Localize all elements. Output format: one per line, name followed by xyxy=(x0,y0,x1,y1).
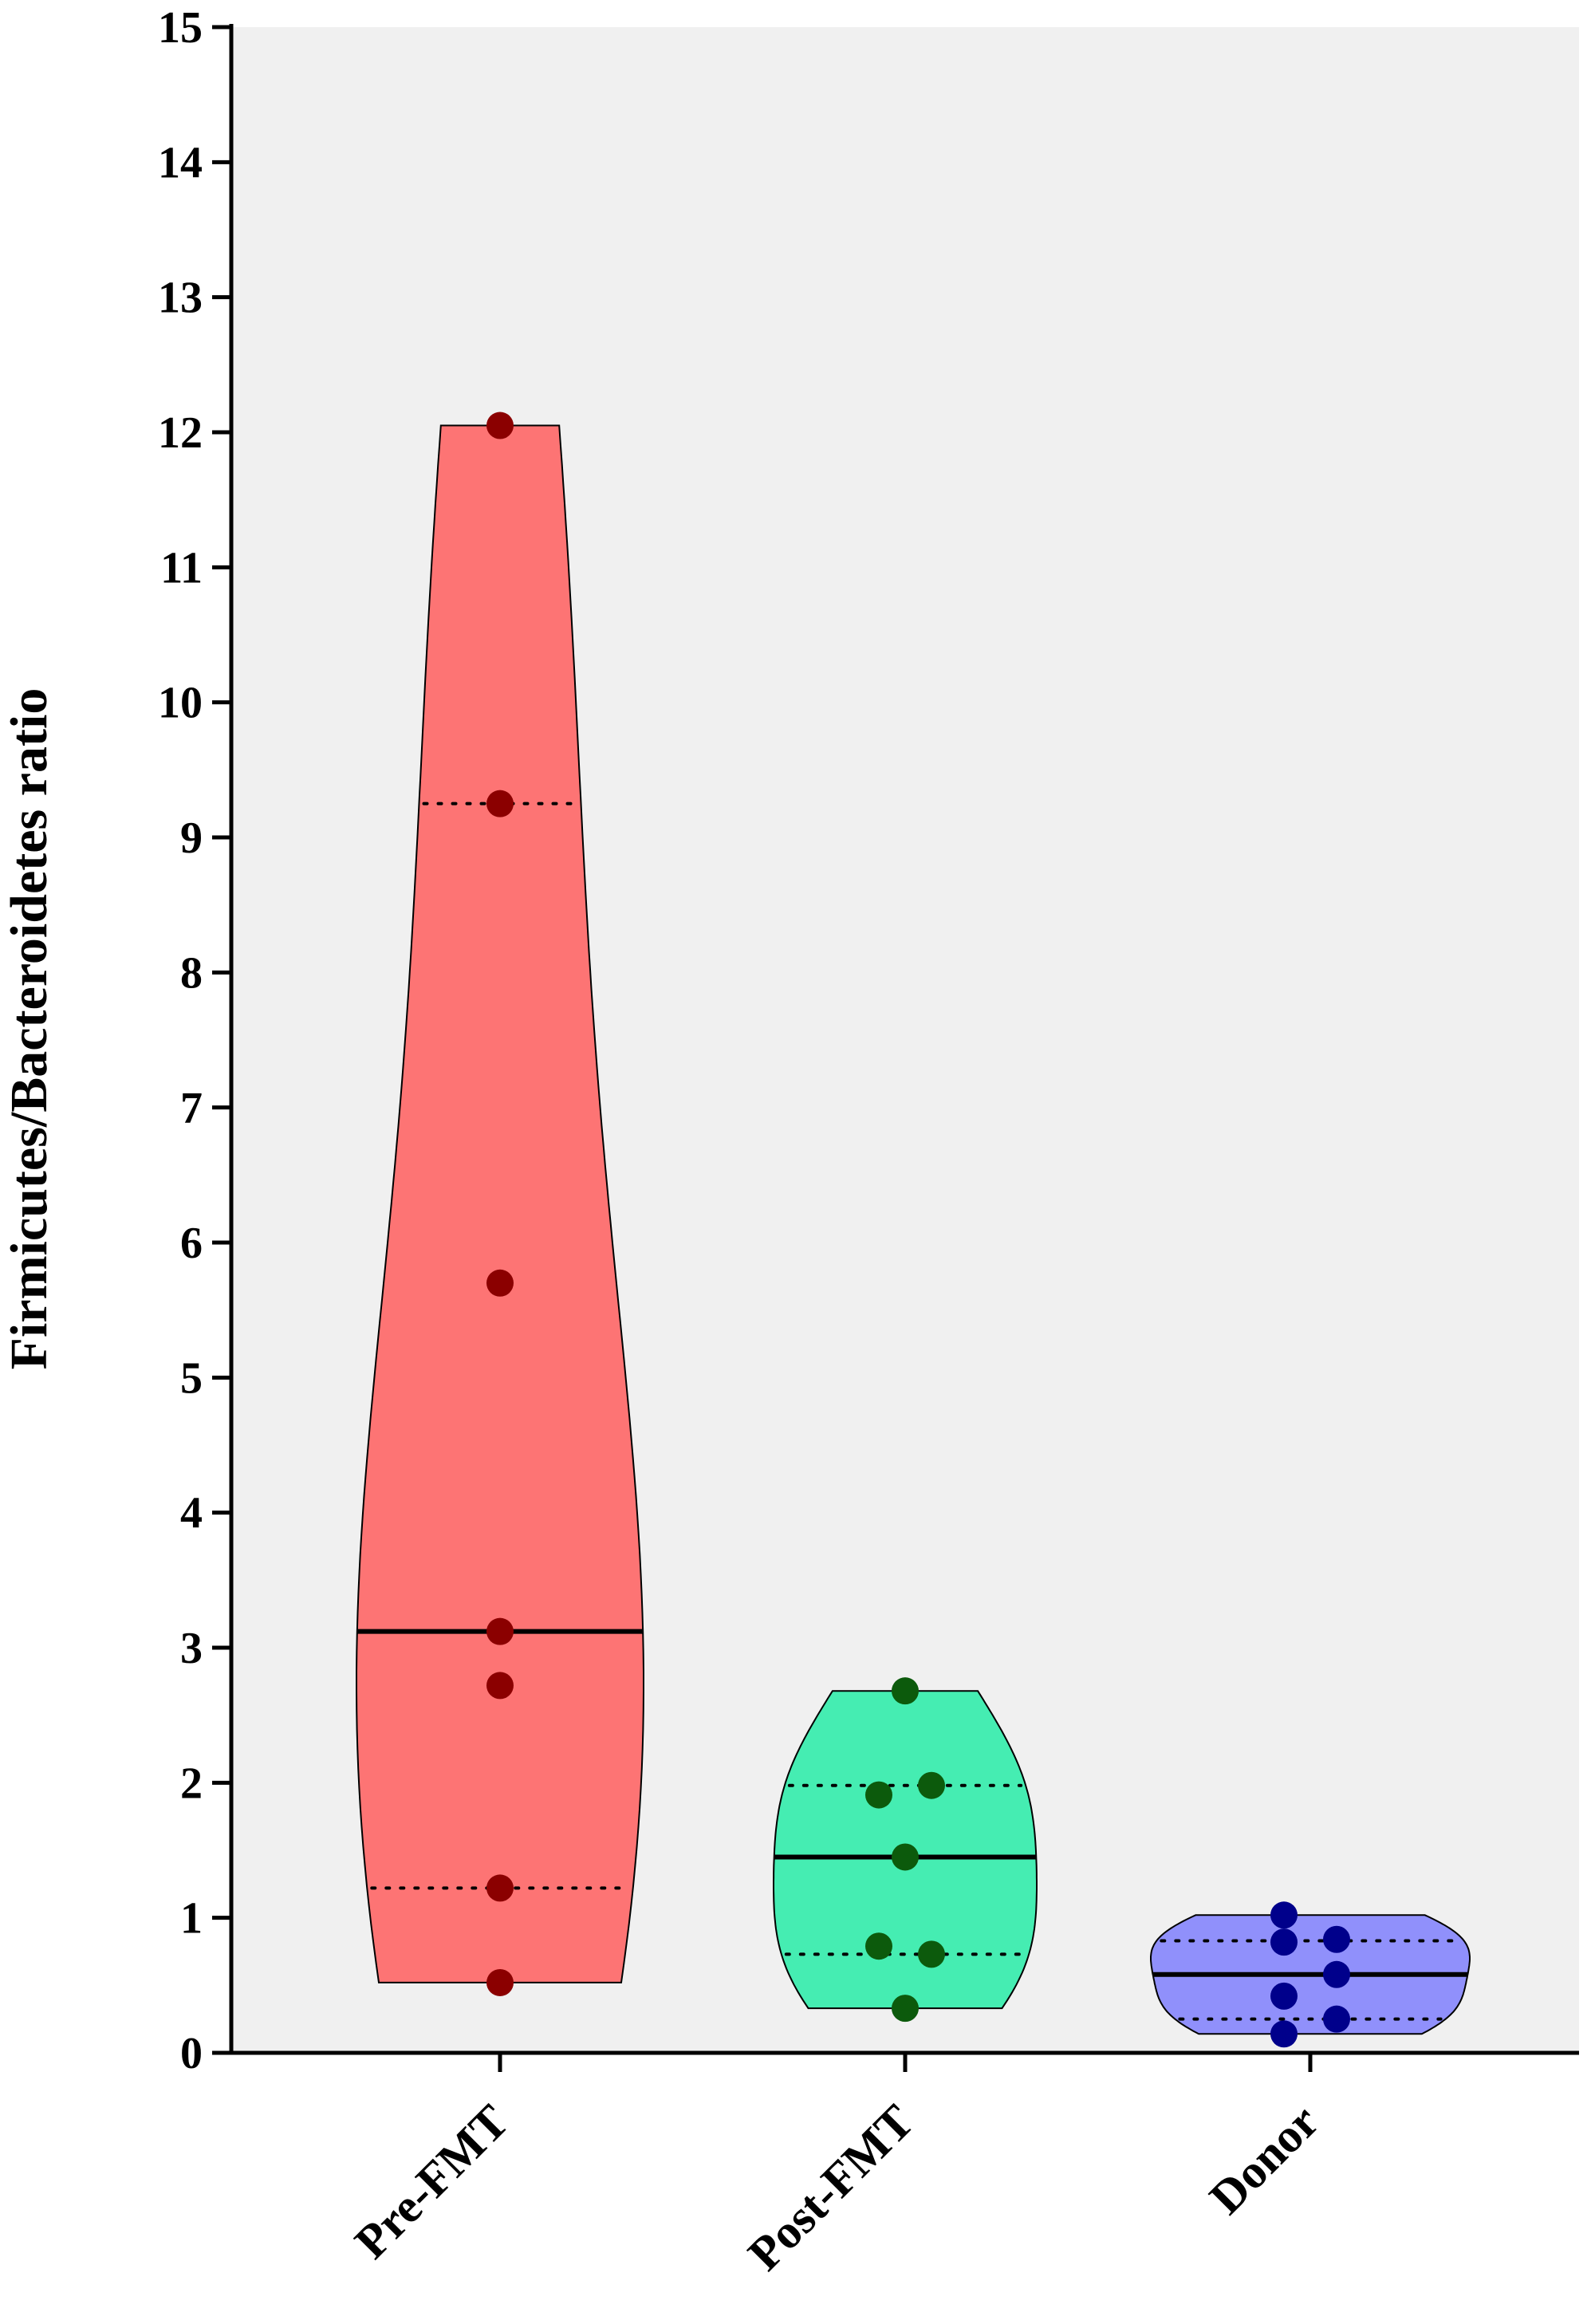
data-point-donor xyxy=(1323,1925,1350,1953)
y-tick-label: 10 xyxy=(158,679,203,728)
data-point-pre-fmt xyxy=(486,1968,514,1996)
y-tick-label: 8 xyxy=(180,948,203,998)
data-point-post-fmt xyxy=(865,1781,892,1809)
y-tick-label: 6 xyxy=(180,1219,203,1268)
data-point-donor xyxy=(1270,2020,1298,2048)
data-point-pre-fmt xyxy=(486,1617,514,1645)
data-point-donor xyxy=(1323,1960,1350,1988)
y-tick-label: 11 xyxy=(160,543,203,593)
data-point-pre-fmt xyxy=(486,790,514,817)
data-point-donor xyxy=(1270,1928,1298,1956)
data-point-pre-fmt xyxy=(486,1672,514,1700)
y-tick-label: 9 xyxy=(180,813,203,863)
y-tick-label: 13 xyxy=(158,274,203,323)
data-point-donor xyxy=(1270,1901,1298,1929)
data-point-pre-fmt xyxy=(486,1269,514,1297)
x-tick-label-post-fmt: Post-FMT xyxy=(738,2095,923,2281)
data-point-post-fmt xyxy=(892,1995,919,2023)
data-point-pre-fmt xyxy=(486,412,514,439)
violins-layer xyxy=(356,424,1471,2035)
data-point-post-fmt xyxy=(918,1940,945,1968)
violin-pre-fmt xyxy=(356,424,644,1983)
y-tick-label: 14 xyxy=(158,138,203,187)
data-point-post-fmt xyxy=(918,1771,945,1799)
y-axis-title: Firmicutes/Bacteroidetes ratio xyxy=(0,688,58,1370)
y-tick-label: 1 xyxy=(180,1894,203,1944)
data-point-pre-fmt xyxy=(486,1874,514,1902)
y-tick-label: 12 xyxy=(158,408,203,458)
x-tick-label-pre-fmt: Pre-FMT xyxy=(345,2095,518,2269)
data-point-post-fmt xyxy=(892,1843,919,1871)
y-tick-label: 15 xyxy=(158,3,203,53)
points-layer xyxy=(486,412,1350,2048)
data-point-donor xyxy=(1270,1982,1298,2010)
y-tick-label: 4 xyxy=(180,1489,203,1538)
y-tick-label: 7 xyxy=(180,1084,203,1133)
y-tick-label: 3 xyxy=(180,1624,203,1673)
data-point-post-fmt xyxy=(865,1932,892,1960)
y-tick-label: 2 xyxy=(180,1759,203,1808)
data-point-donor xyxy=(1323,2005,1350,2033)
y-tick-label: 5 xyxy=(180,1353,203,1403)
y-tick-label: 0 xyxy=(180,2029,203,2078)
data-point-post-fmt xyxy=(892,1677,919,1705)
x-tick-label-donor: Donor xyxy=(1199,2095,1329,2224)
